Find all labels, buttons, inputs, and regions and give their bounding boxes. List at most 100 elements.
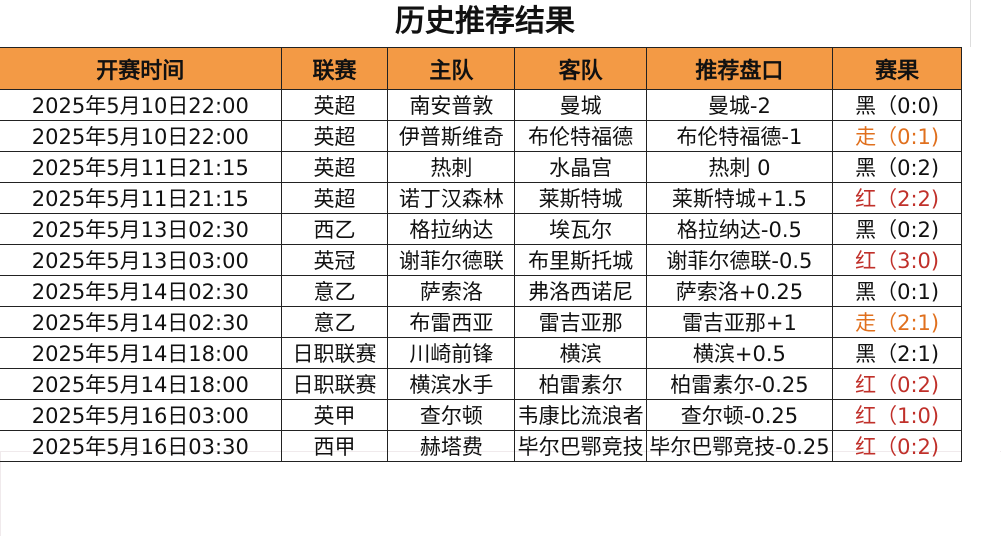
cell-league[interactable]: 西乙 (280, 213, 389, 245)
cell-pick[interactable]: 莱斯特城+1.5 (646, 182, 833, 214)
cell-home[interactable]: 南安普敦 (387, 89, 516, 121)
cell-time[interactable]: 2025年5月11日21:15 (0, 151, 282, 183)
cell-result[interactable]: 红（0:2) (831, 368, 963, 400)
empty-cell[interactable] (961, 244, 1000, 276)
cell-result-text: 红（2:2) (855, 187, 940, 211)
cell-time[interactable]: 2025年5月14日18:00 (0, 368, 282, 400)
cell-pick[interactable]: 柏雷素尔-0.25 (646, 368, 833, 400)
cell-pick[interactable]: 曼城-2 (646, 89, 833, 121)
cell-home[interactable]: 横滨水手 (387, 368, 516, 400)
cell-league[interactable]: 英超 (280, 120, 389, 152)
cell-away[interactable]: 弗洛西诺尼 (514, 275, 648, 307)
header-row: 开赛时间 联赛 主队 客队 推荐盘口 赛果 (0, 47, 1000, 90)
cell-pick[interactable]: 雷吉亚那+1 (646, 306, 833, 338)
empty-cell[interactable] (961, 213, 1000, 245)
cell-away[interactable]: 毕尔巴鄂竞技 (514, 430, 648, 462)
cell-away[interactable]: 水晶宫 (514, 151, 648, 183)
cell-result[interactable]: 黑（0:2) (831, 213, 963, 245)
empty-cell[interactable] (961, 368, 1000, 400)
empty-cell[interactable] (961, 275, 1000, 307)
table-row: 2025年5月16日03:30 西甲 赫塔费 毕尔巴鄂竞技 毕尔巴鄂竞技-0.25 红（0… (0, 430, 1000, 462)
cell-pick[interactable]: 毕尔巴鄂竞技-0.25 (646, 430, 833, 462)
empty-cell[interactable] (961, 337, 1000, 369)
cell-result-text: 黑（0:1) (855, 280, 940, 304)
cell-result[interactable]: 黑（0:2) (831, 151, 963, 183)
cell-pick[interactable]: 格拉纳达-0.5 (646, 213, 833, 245)
cell-league[interactable]: 意乙 (280, 275, 389, 307)
header-away[interactable]: 客队 (514, 47, 648, 90)
cell-result[interactable]: 红（1:0) (831, 399, 963, 431)
cell-league[interactable]: 英冠 (280, 244, 389, 276)
cell-result[interactable]: 红（2:2) (831, 182, 963, 214)
empty-cell[interactable] (961, 47, 1000, 90)
table-row: 2025年5月11日21:15 英超 热刺 水晶宫 热刺 0 黑（0:2) (0, 151, 1000, 183)
cell-home[interactable]: 诺丁汉森林 (387, 182, 516, 214)
empty-cell[interactable] (961, 89, 1000, 121)
cell-pick[interactable]: 布伦特福德-1 (646, 120, 833, 152)
cell-away[interactable]: 横滨 (514, 337, 648, 369)
cell-home[interactable]: 赫塔费 (387, 430, 516, 462)
cell-time[interactable]: 2025年5月14日02:30 (0, 306, 282, 338)
cell-pick[interactable]: 热刺 0 (646, 151, 833, 183)
header-home[interactable]: 主队 (387, 47, 516, 90)
empty-cell[interactable] (961, 120, 1000, 152)
cell-pick-text: 热刺 0 (708, 156, 771, 180)
cell-away[interactable]: 韦康比流浪者 (514, 399, 648, 431)
cell-time[interactable]: 2025年5月14日18:00 (0, 337, 282, 369)
cell-away[interactable]: 柏雷素尔 (514, 368, 648, 400)
cell-home[interactable]: 萨索洛 (387, 275, 516, 307)
cell-time[interactable]: 2025年5月16日03:00 (0, 399, 282, 431)
cell-away[interactable]: 埃瓦尔 (514, 213, 648, 245)
cell-away[interactable]: 雷吉亚那 (514, 306, 648, 338)
cell-home[interactable]: 查尔顿 (387, 399, 516, 431)
cell-league[interactable]: 英超 (280, 151, 389, 183)
cell-result[interactable]: 黑（2:1) (831, 337, 963, 369)
cell-league[interactable]: 英超 (280, 89, 389, 121)
cell-away[interactable]: 莱斯特城 (514, 182, 648, 214)
cell-home[interactable]: 川崎前锋 (387, 337, 516, 369)
cell-away[interactable]: 布伦特福德 (514, 120, 648, 152)
cell-league[interactable]: 日职联赛 (280, 337, 389, 369)
cell-league[interactable]: 英超 (280, 182, 389, 214)
cell-home-text: 谢菲尔德联 (398, 249, 504, 273)
cell-result[interactable]: 走（0:1) (831, 120, 963, 152)
header-pick[interactable]: 推荐盘口 (646, 47, 833, 90)
cell-time[interactable]: 2025年5月11日21:15 (0, 182, 282, 214)
cell-pick[interactable]: 萨索洛+0.25 (646, 275, 833, 307)
cell-time[interactable]: 2025年5月13日03:00 (0, 244, 282, 276)
header-result[interactable]: 赛果 (831, 47, 963, 90)
header-time[interactable]: 开赛时间 (0, 47, 282, 90)
cell-time[interactable]: 2025年5月10日22:00 (0, 120, 282, 152)
cell-result[interactable]: 黑（0:0) (831, 89, 963, 121)
cell-result[interactable]: 黑（0:1) (831, 275, 963, 307)
cell-result[interactable]: 走（2:1) (831, 306, 963, 338)
cell-result[interactable]: 红（0:2) (831, 430, 963, 462)
cell-time[interactable]: 2025年5月10日22:00 (0, 89, 282, 121)
cell-pick[interactable]: 横滨+0.5 (646, 337, 833, 369)
empty-cell[interactable] (961, 182, 1000, 214)
cell-league[interactable]: 意乙 (280, 306, 389, 338)
cell-home[interactable]: 热刺 (387, 151, 516, 183)
cell-time[interactable]: 2025年5月14日02:30 (0, 275, 282, 307)
cell-away[interactable]: 曼城 (514, 89, 648, 121)
cell-pick[interactable]: 查尔顿-0.25 (646, 399, 833, 431)
cell-away[interactable]: 布里斯托城 (514, 244, 648, 276)
empty-cell[interactable] (961, 399, 1000, 431)
cell-home[interactable]: 布雷西亚 (387, 306, 516, 338)
cell-home[interactable]: 伊普斯维奇 (387, 120, 516, 152)
empty-cell[interactable] (961, 430, 1000, 462)
cell-result[interactable]: 红（3:0) (831, 244, 963, 276)
cell-home[interactable]: 格拉纳达 (387, 213, 516, 245)
cell-home-text: 查尔顿 (419, 404, 483, 428)
gridline (970, 0, 971, 47)
header-league[interactable]: 联赛 (280, 47, 389, 90)
cell-league[interactable]: 日职联赛 (280, 368, 389, 400)
empty-cell[interactable] (961, 306, 1000, 338)
cell-time[interactable]: 2025年5月13日02:30 (0, 213, 282, 245)
cell-time[interactable]: 2025年5月16日03:30 (0, 430, 282, 462)
empty-cell[interactable] (961, 151, 1000, 183)
cell-pick[interactable]: 谢菲尔德联-0.5 (646, 244, 833, 276)
cell-league[interactable]: 西甲 (280, 430, 389, 462)
cell-home[interactable]: 谢菲尔德联 (387, 244, 516, 276)
cell-league[interactable]: 英甲 (280, 399, 389, 431)
